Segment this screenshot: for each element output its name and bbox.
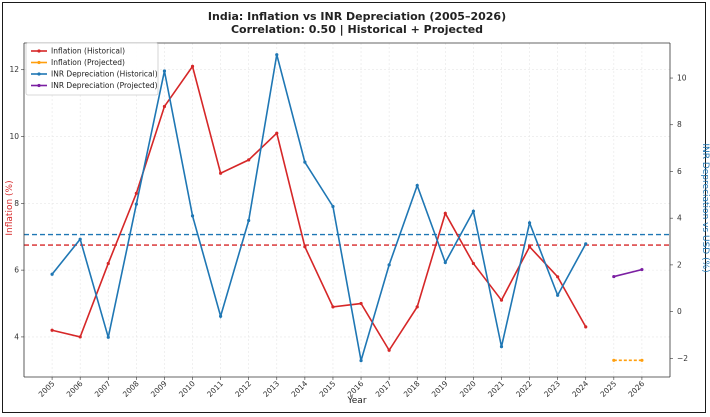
series-point-2 xyxy=(359,359,363,363)
series-point-0 xyxy=(247,158,251,162)
series-point-1 xyxy=(612,358,616,362)
series-point-1 xyxy=(640,358,644,362)
series-point-0 xyxy=(134,191,138,195)
y-right-tick-label: 4 xyxy=(677,214,682,223)
legend-swatch-marker xyxy=(37,49,41,53)
x-tick-label: 2017 xyxy=(374,379,394,399)
series-point-2 xyxy=(50,272,54,276)
x-tick-label: 2008 xyxy=(121,379,141,399)
y-axis-left-label: Inflation (%) xyxy=(5,180,15,235)
y-axis-right-label: INR Depreciation vs USD (%) xyxy=(700,143,710,272)
x-tick-label: 2006 xyxy=(65,379,85,399)
series-point-0 xyxy=(275,131,279,135)
x-tick-label: 2015 xyxy=(318,379,338,399)
chart-title: India: Inflation vs INR Depreciation (20… xyxy=(208,10,506,23)
x-tick-label: 2025 xyxy=(598,379,618,399)
y-left-tick-label: 10 xyxy=(9,132,19,141)
legend-box xyxy=(25,42,159,96)
y-right-tick-label: 10 xyxy=(677,74,687,83)
series-point-0 xyxy=(106,261,110,266)
tick-labels: 2005 2006 2007 2008 2009 2010 2011 2012 2013 2014… xyxy=(9,65,688,399)
series-point-2 xyxy=(387,263,391,267)
series-point-2 xyxy=(471,209,475,213)
x-tick-label: 2026 xyxy=(626,379,646,399)
series-point-0 xyxy=(303,245,307,249)
x-tick-label: 2019 xyxy=(430,379,450,399)
x-tick-label: 2013 xyxy=(261,379,281,399)
y-right-tick-label: 2 xyxy=(677,260,682,269)
series-point-2 xyxy=(443,260,447,265)
x-tick-label: 2021 xyxy=(486,379,506,399)
x-tick-label: 2023 xyxy=(542,379,562,399)
series-point-0 xyxy=(190,64,195,68)
x-axis-label: Year xyxy=(346,396,366,406)
series-point-0 xyxy=(471,261,475,266)
series-point-3 xyxy=(612,274,616,279)
y-right-tick-label: 0 xyxy=(677,307,682,316)
series-point-0 xyxy=(50,328,54,332)
series-point-2 xyxy=(331,204,335,209)
x-tick-label: 2011 xyxy=(205,379,225,399)
series-line-2 xyxy=(51,54,587,361)
series-point-2 xyxy=(219,314,223,318)
series-point-0 xyxy=(359,301,363,306)
legend-label: INR Depreciation (Projected) xyxy=(51,81,158,90)
series-point-0 xyxy=(415,305,419,309)
x-tick-label: 2009 xyxy=(149,379,169,399)
series-point-0 xyxy=(556,275,560,279)
series-point-0 xyxy=(443,211,447,215)
series-point-2 xyxy=(190,214,195,218)
legend-swatch-marker xyxy=(37,83,41,88)
legend: Inflation (Historical) Inflation (Project… xyxy=(25,42,159,96)
series-point-2 xyxy=(499,345,504,349)
series-point-2 xyxy=(303,160,307,164)
series-point-0 xyxy=(219,171,223,175)
series-point-2 xyxy=(556,293,560,297)
series-point-2 xyxy=(247,218,251,223)
y-left-tick-label: 6 xyxy=(14,266,19,275)
x-tick-label: 2014 xyxy=(289,379,309,399)
reference-lines xyxy=(24,233,670,246)
series-line-3 xyxy=(613,268,643,278)
x-tick-label: 2022 xyxy=(514,379,534,399)
legend-label: Inflation (Historical) xyxy=(51,47,125,56)
series-point-3 xyxy=(640,267,644,272)
x-tick-label: 2018 xyxy=(402,379,422,399)
series-point-0 xyxy=(162,104,167,109)
series-point-2 xyxy=(584,242,588,246)
y-left-tick-label: 8 xyxy=(14,199,19,208)
y-right-tick-label: 8 xyxy=(677,120,682,129)
series-point-2 xyxy=(527,221,532,225)
y-left-tick-label: 12 xyxy=(9,65,19,74)
series-lines xyxy=(50,53,644,363)
y-right-tick-label: 6 xyxy=(677,167,682,176)
x-tick-label: 2012 xyxy=(233,379,253,399)
legend-swatch-marker xyxy=(37,60,41,65)
chart-subtitle: Correlation: 0.50 | Historical + Project… xyxy=(231,23,483,36)
series-point-2 xyxy=(162,69,167,73)
series-point-0 xyxy=(331,305,335,309)
series-point-2 xyxy=(106,335,110,339)
x-tick-label: 2007 xyxy=(93,379,113,399)
series-point-0 xyxy=(78,335,82,339)
series-point-0 xyxy=(527,245,532,249)
series-point-0 xyxy=(584,325,588,329)
series-point-2 xyxy=(78,237,82,241)
x-tick-label: 2024 xyxy=(570,379,590,399)
y-right-tick-label: −2 xyxy=(677,354,688,363)
series-point-2 xyxy=(415,183,419,188)
x-tick-label: 2005 xyxy=(37,379,57,399)
series-point-2 xyxy=(134,202,138,206)
x-tick-label: 2020 xyxy=(458,379,478,399)
series-point-0 xyxy=(499,298,504,302)
legend-swatch-marker xyxy=(37,72,41,76)
series-line-0 xyxy=(51,64,587,352)
series-point-2 xyxy=(275,53,279,57)
y-left-tick-label: 4 xyxy=(14,332,19,341)
legend-label: INR Depreciation (Historical) xyxy=(51,70,158,79)
series-point-0 xyxy=(387,348,391,352)
legend-label: Inflation (Projected) xyxy=(51,58,125,67)
x-tick-label: 2010 xyxy=(177,379,197,399)
